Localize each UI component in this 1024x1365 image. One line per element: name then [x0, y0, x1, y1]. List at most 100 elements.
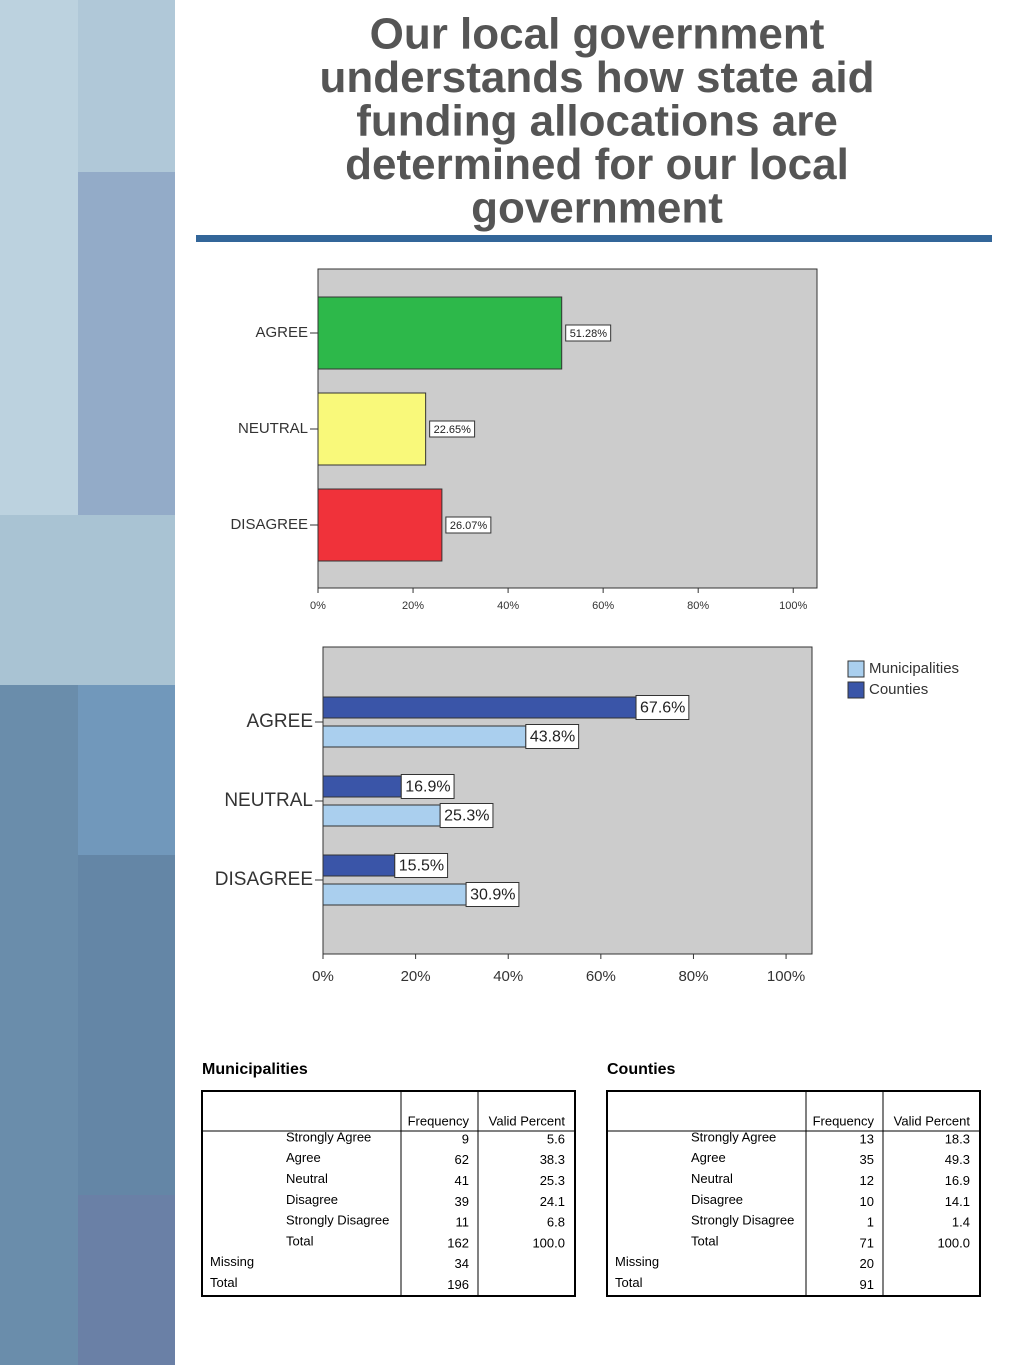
- value-label-box: [565, 324, 612, 342]
- title-rule: [196, 235, 992, 242]
- x-tick-label: 40%: [493, 968, 523, 985]
- table-cell: 24.1: [540, 1194, 565, 1209]
- title-line: determined for our local: [345, 140, 849, 189]
- table-cell: 20: [860, 1256, 874, 1271]
- x-tick-label: 0%: [312, 968, 334, 985]
- bar: [322, 775, 402, 798]
- row-label: Disagree: [691, 1192, 743, 1207]
- row-group: Missing: [615, 1254, 659, 1269]
- row-group: Missing: [210, 1254, 254, 1269]
- x-tick-label: 60%: [592, 600, 614, 612]
- value-label-box: [429, 420, 476, 438]
- table-cell: 18.3: [945, 1131, 970, 1146]
- value-label-box: [635, 695, 690, 720]
- legend-label: Municipalities: [869, 660, 959, 677]
- row-label: Neutral: [286, 1171, 328, 1186]
- plot-area: [322, 646, 813, 955]
- value-label-box: [445, 516, 492, 534]
- table-cell: 162: [447, 1235, 469, 1250]
- table-cell: 41: [455, 1173, 469, 1188]
- bar: [322, 696, 637, 719]
- row-label: Agree: [286, 1150, 321, 1165]
- row-label: Strongly Agree: [691, 1129, 776, 1144]
- value-label: 22.65%: [434, 424, 472, 436]
- bar: [322, 854, 396, 877]
- value-label: 67.6%: [640, 700, 685, 717]
- category-label: DISAGREE: [230, 516, 308, 533]
- row-label: Strongly Disagree: [691, 1213, 794, 1228]
- table-cell: 12: [860, 1173, 874, 1188]
- row-label: Disagree: [286, 1192, 338, 1207]
- category-label: NEUTRAL: [224, 790, 313, 811]
- row-label: Strongly Agree: [286, 1129, 371, 1144]
- table-cell: 34: [455, 1256, 469, 1271]
- title-line: funding allocations are: [356, 97, 838, 146]
- table-cell: 14.1: [945, 1194, 970, 1209]
- value-label: 26.07%: [450, 520, 488, 532]
- table-cell: 71: [860, 1235, 874, 1250]
- x-tick-label: 20%: [401, 968, 431, 985]
- value-label: 43.8%: [530, 729, 575, 746]
- table-cell: 9: [462, 1131, 469, 1146]
- table-frame: [201, 1090, 576, 1297]
- x-tick-label: 100%: [767, 968, 805, 985]
- bar: [317, 392, 427, 466]
- row-label: Total: [286, 1233, 314, 1248]
- value-label-box: [400, 774, 455, 799]
- table-title: Municipalities: [202, 1061, 308, 1078]
- category-label: AGREE: [246, 711, 313, 732]
- value-label-box: [525, 724, 580, 749]
- category-label: NEUTRAL: [238, 420, 308, 437]
- table-cell: 62: [455, 1152, 469, 1167]
- table-cell: 11: [456, 1215, 470, 1230]
- bar: [322, 883, 467, 906]
- legend-swatch: [847, 660, 865, 678]
- value-label: 30.9%: [470, 887, 515, 904]
- title-line: government: [471, 184, 723, 233]
- legend-label: Counties: [869, 681, 928, 698]
- value-label: 51.28%: [570, 328, 608, 340]
- category-label: AGREE: [255, 324, 308, 341]
- column-header: Valid Percent: [489, 1113, 566, 1128]
- table-cell: 196: [447, 1277, 469, 1292]
- bar: [322, 804, 441, 827]
- value-label-box: [394, 853, 449, 878]
- row-label: Agree: [691, 1150, 726, 1165]
- table-cell: 49.3: [945, 1152, 970, 1167]
- column-header: Frequency: [408, 1113, 470, 1128]
- table-cell: 35: [860, 1152, 874, 1167]
- sidebar: [0, 0, 175, 1365]
- row-group: Total: [615, 1275, 643, 1290]
- row-label: Strongly Disagree: [286, 1213, 389, 1228]
- table-cell: 39: [455, 1194, 469, 1209]
- table-cell: 1: [867, 1215, 874, 1230]
- legend-swatch: [847, 681, 865, 699]
- row-label: Total: [691, 1233, 719, 1248]
- title-line: Our local government: [370, 10, 825, 59]
- bar: [322, 725, 527, 748]
- category-label: DISAGREE: [215, 869, 313, 890]
- column-header: Valid Percent: [894, 1113, 971, 1128]
- table-cell: 25.3: [540, 1173, 565, 1188]
- title-line: understands how state aid: [320, 53, 875, 102]
- value-label-box: [439, 803, 494, 828]
- table-cell: 100.0: [937, 1235, 970, 1250]
- x-tick-label: 80%: [678, 968, 708, 985]
- row-label: Neutral: [691, 1171, 733, 1186]
- table-cell: 6.8: [547, 1215, 565, 1230]
- x-tick-label: 80%: [687, 600, 709, 612]
- table-cell: 38.3: [540, 1152, 565, 1167]
- row-group: Total: [210, 1275, 238, 1290]
- table-title: Counties: [607, 1061, 676, 1078]
- table-cell: 10: [860, 1194, 874, 1209]
- x-tick-label: 0%: [310, 600, 326, 612]
- bar: [317, 296, 563, 370]
- table-cell: 1.4: [952, 1215, 970, 1230]
- x-tick-label: 40%: [497, 600, 519, 612]
- x-tick-label: 100%: [779, 600, 807, 612]
- bar: [317, 488, 443, 562]
- table-cell: 16.9: [945, 1173, 970, 1188]
- x-tick-label: 20%: [402, 600, 424, 612]
- value-label-box: [465, 882, 520, 907]
